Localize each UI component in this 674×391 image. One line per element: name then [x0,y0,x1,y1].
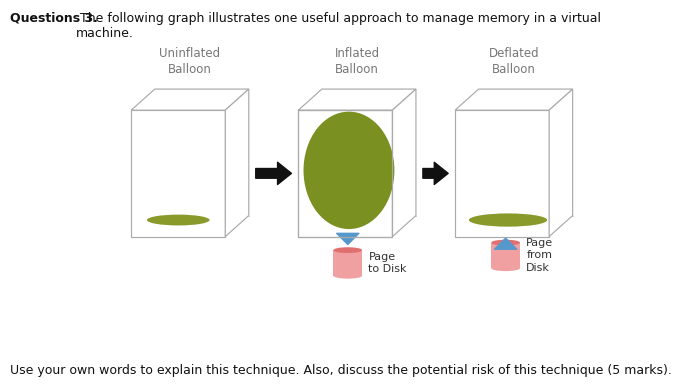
Ellipse shape [491,240,520,246]
Polygon shape [491,242,520,268]
Polygon shape [131,89,249,110]
Text: Use your own words to explain this technique. Also, discuss the potential risk o: Use your own words to explain this techn… [10,364,672,377]
Text: Inflated
Balloon: Inflated Balloon [334,47,379,75]
Polygon shape [455,110,549,237]
Polygon shape [299,110,392,237]
Text: Uninflated
Balloon: Uninflated Balloon [160,47,220,75]
Ellipse shape [469,213,547,227]
Polygon shape [131,110,225,237]
Text: Page
from
Disk: Page from Disk [526,238,553,273]
Text: Questions 3.: Questions 3. [10,12,98,25]
Ellipse shape [334,273,362,279]
Polygon shape [299,89,416,110]
Polygon shape [392,89,416,237]
Polygon shape [334,250,362,276]
Ellipse shape [303,112,394,229]
Polygon shape [225,89,249,237]
Text: The following graph illustrates one useful approach to manage memory in a virtua: The following graph illustrates one usef… [76,12,601,40]
Text: Page
to Disk: Page to Disk [369,252,407,274]
Text: Deflated
Balloon: Deflated Balloon [489,47,539,75]
Polygon shape [455,89,573,110]
Polygon shape [549,89,573,237]
Ellipse shape [147,215,210,226]
Ellipse shape [491,265,520,271]
Ellipse shape [334,247,362,253]
